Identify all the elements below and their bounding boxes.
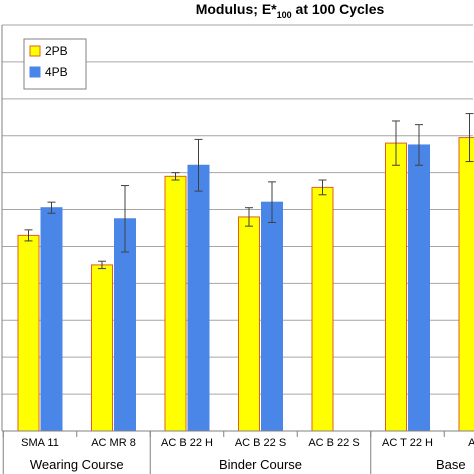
bar-2pb: [385, 142, 407, 432]
svg-text:Modulus; E*100 at 100 Cycles: Modulus; E*100 at 100 Cycles: [196, 1, 385, 20]
legend: 2PB 4PB: [23, 38, 87, 90]
group-label: Wearing Course: [30, 457, 124, 472]
bar-2pb: [458, 137, 474, 432]
category-label: AC MR 8: [91, 437, 136, 449]
category-label: AC T 22 H: [382, 437, 433, 449]
chart-title: Modulus; E*100 at 100 Cycles: [196, 1, 385, 20]
bar-2pb: [17, 234, 40, 432]
axes: [1, 25, 473, 474]
legend-swatch-2pb: [29, 45, 41, 57]
legend-swatch-4pb: [29, 66, 41, 78]
bar-4pb: [261, 201, 283, 432]
category-label: AC B 22 S: [235, 437, 286, 449]
category-label: SMA 11: [21, 437, 59, 449]
bar-2pb: [164, 175, 187, 432]
category-label: AC B 22 H: [161, 437, 213, 449]
legend-label: 4PB: [45, 65, 68, 79]
bar-2pb: [238, 216, 260, 432]
bar-2pb: [311, 186, 334, 432]
title-subscript: 100: [277, 10, 292, 20]
group-label: Binder Course: [219, 457, 302, 472]
legend-label: 2PB: [45, 44, 68, 58]
group-label: Base: [436, 457, 466, 472]
category-tick-labels: SMA 11 AC MR 8 AC B 22 H AC B 22 S AC B 22 S…: [21, 437, 474, 449]
bar-4pb: [40, 207, 63, 432]
bar-2pb: [91, 264, 113, 432]
group-labels: Wearing Course Binder Course Base: [30, 457, 466, 472]
category-label: AC B: [468, 437, 474, 449]
title-tail: at 100 Cycles: [292, 1, 385, 17]
bar-4pb: [187, 164, 210, 432]
error-bars: [24, 113, 474, 270]
bars: [17, 137, 474, 432]
category-label: AC B 22 S: [308, 437, 359, 449]
title-main: Modulus; E*: [196, 1, 277, 17]
bar-4pb: [408, 144, 430, 432]
